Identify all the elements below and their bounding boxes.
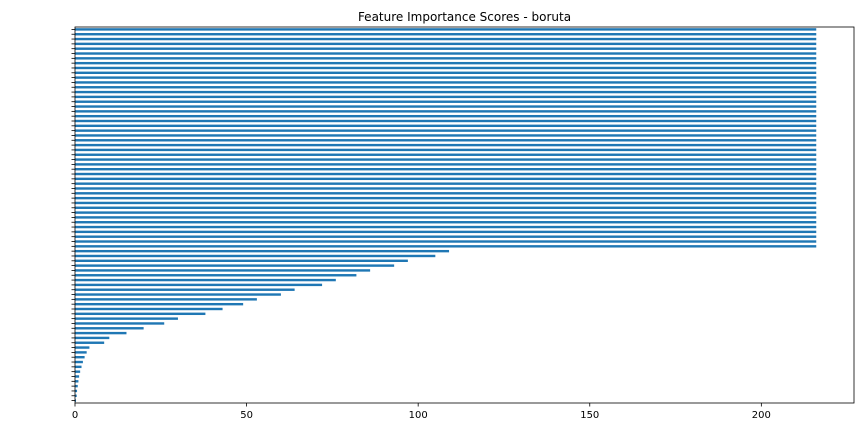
x-tick-label: 100 — [409, 410, 428, 421]
bar — [75, 259, 408, 262]
bar — [75, 283, 323, 287]
x-tick-label: 150 — [580, 410, 599, 421]
bar — [75, 33, 817, 36]
bar — [75, 110, 817, 113]
bar — [75, 52, 817, 55]
bar — [75, 206, 817, 209]
bar — [75, 399, 77, 402]
bar — [75, 254, 436, 258]
plot-area — [75, 27, 854, 403]
bar — [75, 81, 817, 84]
bar — [75, 298, 257, 301]
x-tick-label: 0 — [72, 410, 78, 421]
bar — [75, 302, 244, 306]
bar — [75, 365, 82, 369]
bar — [75, 221, 817, 224]
bar — [75, 375, 80, 378]
bar — [75, 153, 817, 156]
bar — [75, 192, 817, 195]
bar — [75, 28, 817, 31]
bar — [75, 187, 817, 190]
bar — [75, 235, 817, 238]
bar — [75, 163, 817, 166]
bar — [75, 380, 79, 383]
bar — [75, 168, 817, 171]
bar — [75, 61, 817, 65]
x-axis: 0 50 100 150 200 — [72, 403, 771, 421]
bar — [75, 389, 78, 393]
bar — [75, 341, 105, 344]
bar — [75, 100, 817, 103]
bar — [75, 274, 357, 277]
bar — [75, 312, 206, 316]
bar — [75, 105, 817, 108]
bar — [75, 293, 281, 296]
bar — [75, 288, 295, 291]
bar — [75, 143, 817, 147]
bar — [75, 240, 817, 243]
bar — [75, 201, 817, 205]
bar — [75, 172, 817, 176]
bar — [75, 182, 817, 185]
bar — [75, 47, 817, 50]
bar — [75, 119, 817, 123]
bar — [75, 57, 817, 60]
bar — [75, 196, 817, 200]
bar — [75, 360, 83, 364]
bar — [75, 317, 178, 320]
bar — [75, 384, 78, 388]
bar — [75, 351, 87, 354]
bar — [75, 42, 817, 46]
chart-title: Feature Importance Scores - boruta — [358, 10, 571, 24]
bar — [75, 71, 817, 74]
bar — [75, 158, 817, 161]
bar — [75, 245, 817, 248]
bar — [75, 269, 371, 272]
bar — [75, 124, 817, 128]
x-tick-label: 50 — [240, 410, 253, 421]
bar — [75, 225, 817, 229]
bar — [75, 216, 817, 219]
bar — [75, 95, 817, 99]
x-tick-label: 200 — [752, 410, 771, 421]
bar — [75, 177, 817, 181]
bar — [75, 211, 817, 214]
bar — [75, 129, 817, 132]
bar — [75, 37, 817, 41]
bar — [75, 356, 85, 359]
bar — [75, 76, 817, 79]
bar — [75, 278, 336, 282]
bar — [75, 66, 817, 70]
bar — [75, 346, 90, 349]
bar — [75, 249, 450, 253]
bar — [75, 230, 817, 234]
bar — [75, 114, 817, 118]
bar — [75, 322, 165, 325]
y-axis-ticks — [71, 29, 75, 401]
bar — [75, 336, 110, 340]
bar — [75, 370, 81, 373]
bar — [75, 139, 817, 142]
bar — [75, 264, 395, 267]
bar — [75, 394, 77, 397]
bar — [75, 331, 127, 335]
bar — [75, 327, 144, 330]
bars — [75, 28, 817, 402]
bar — [75, 148, 817, 152]
bar — [75, 86, 817, 89]
bar — [75, 134, 817, 137]
bar — [75, 90, 817, 94]
plot-frame — [74, 26, 855, 404]
bar — [75, 307, 223, 311]
